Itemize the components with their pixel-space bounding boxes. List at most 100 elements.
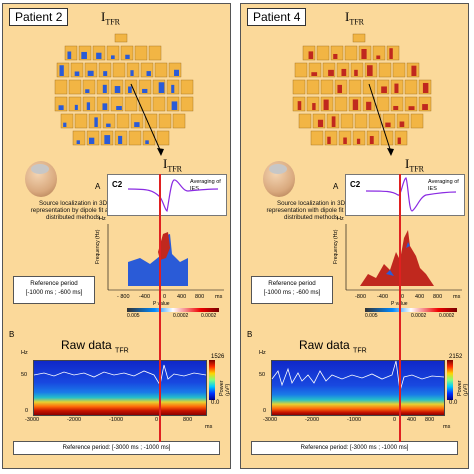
arrow xyxy=(368,83,394,156)
electrode-thumbnail xyxy=(60,113,74,129)
electrode-thumbnail xyxy=(148,45,162,61)
time-zero-line xyxy=(159,174,161,442)
electrode-thumbnail xyxy=(138,96,152,112)
electrode-thumbnail xyxy=(364,62,378,78)
electrode-thumbnail xyxy=(382,113,396,129)
electrode-thumbnail xyxy=(358,45,372,61)
electrode-thumbnail xyxy=(100,130,114,146)
pvalue-colorbar xyxy=(365,308,457,312)
brain-icon xyxy=(31,164,49,174)
electrode-thumbnail xyxy=(134,45,148,61)
electrode-thumbnail xyxy=(320,79,334,95)
electrode-thumbnail xyxy=(70,62,84,78)
electrode-thumbnail xyxy=(326,113,340,129)
raw-eeg-trace xyxy=(271,360,445,392)
electrode-thumbnail xyxy=(338,130,352,146)
electrode-thumbnail xyxy=(352,33,366,43)
electrode-thumbnail xyxy=(180,79,194,95)
electrode-thumbnail xyxy=(130,113,144,129)
electrode-thumbnail xyxy=(418,96,432,112)
hz-label: Hz xyxy=(99,216,106,222)
electrode-thumbnail xyxy=(376,79,390,95)
electrode-thumbnail xyxy=(82,79,96,95)
reference-period-bottom: Reference period: [-3000 ms ; -1000 ms] xyxy=(251,441,458,455)
raw-tick: 800 xyxy=(425,417,435,423)
electrode-thumbnail xyxy=(112,62,126,78)
frequency-axis-label: Frequency (Hz) xyxy=(95,229,101,264)
pvalue-tick: 0.0002 xyxy=(201,313,217,319)
averaging-label: Averaging of IES xyxy=(190,179,221,192)
colorbar-max: 1526 xyxy=(211,354,225,360)
patient2-panel: Patient 2 ITFR ITFR Source localization … xyxy=(2,3,231,469)
hz-label: Hz xyxy=(337,216,344,222)
colorbar-max: 2152 xyxy=(449,354,463,360)
tf-tick: -400 xyxy=(377,294,389,300)
raw-tick: -2000 xyxy=(305,417,320,423)
electrode-thumbnail xyxy=(298,113,312,129)
pvalue-tick: 0.0002 xyxy=(173,313,189,319)
power-colorbar xyxy=(447,360,453,400)
panel-a-label: A xyxy=(95,182,101,191)
electrode-thumbnail xyxy=(98,62,112,78)
power-axis-label: Power (µV²) xyxy=(457,380,469,396)
electrode-thumbnail xyxy=(166,96,180,112)
ies-waveform xyxy=(127,179,219,212)
tf-tick: 400 xyxy=(415,294,425,300)
electrode-thumbnail xyxy=(68,79,82,95)
pvalue-tick: 0.005 xyxy=(365,313,378,319)
raw-tick: 800 xyxy=(183,417,193,423)
electrode-thumbnail xyxy=(180,96,194,112)
electrode-thumbnail xyxy=(124,96,138,112)
electrode-thumbnail xyxy=(396,113,410,129)
electrode-thumbnail xyxy=(120,45,134,61)
channel-label: C2 xyxy=(350,180,361,189)
electrode-thumbnail xyxy=(352,130,366,146)
electrode-thumbnail xyxy=(54,79,68,95)
electrode-thumbnail xyxy=(310,130,324,146)
colorbar-min: 0.0 xyxy=(211,400,220,406)
arrow xyxy=(130,83,164,156)
electrode-thumbnail xyxy=(72,130,86,146)
electrode-thumbnail xyxy=(78,45,92,61)
raw-tick: 0 xyxy=(155,417,159,423)
electrode-thumbnail xyxy=(156,130,170,146)
ies-average-box: C2 Averaging of IES xyxy=(345,174,465,216)
electrode-thumbnail xyxy=(404,96,418,112)
electrode-thumbnail xyxy=(74,113,88,129)
panel-title: Patient 4 xyxy=(247,8,307,26)
electrode-thumbnail xyxy=(348,96,362,112)
raw-tick: -2000 xyxy=(67,417,82,423)
power-axis-label: Power (µV²) xyxy=(219,380,231,396)
itfr-label-2: ITFR xyxy=(163,156,183,174)
raw-ms-label: ms xyxy=(443,424,451,430)
electrode-grid xyxy=(54,33,194,146)
time-zero-line xyxy=(399,174,401,442)
spectrogram-hz-label: Hz xyxy=(259,350,266,356)
source-localization-text: Source localization in 3D representation… xyxy=(30,200,116,222)
electrode-thumbnail xyxy=(362,79,376,95)
reference-period-bottom: Reference period: [-3000 ms ; -1000 ms] xyxy=(13,441,220,455)
electrode-thumbnail xyxy=(158,113,172,129)
raw-tick: -3000 xyxy=(263,417,278,423)
tf-tick: 400 xyxy=(177,294,187,300)
itfr-label: ITFR xyxy=(101,9,121,27)
electrode-thumbnail xyxy=(82,96,96,112)
electrode-thumbnail xyxy=(96,96,110,112)
spectrogram-hz-tick: 50 xyxy=(21,372,28,378)
electrode-thumbnail xyxy=(302,45,316,61)
electrode-thumbnail xyxy=(126,62,140,78)
electrode-thumbnail xyxy=(294,62,308,78)
colorbar-min: 0.0 xyxy=(449,400,458,406)
electrode-thumbnail xyxy=(380,130,394,146)
electrode-thumbnail xyxy=(152,79,166,95)
electrode-thumbnail xyxy=(376,96,390,112)
electrode-thumbnail xyxy=(418,79,432,95)
pvalue-tick: 0.0002 xyxy=(439,313,455,319)
pvalue-tick: 0.0002 xyxy=(411,313,427,319)
electrode-thumbnail xyxy=(152,96,166,112)
pvalue-label: P value xyxy=(153,301,170,307)
reference-period-box: Reference period [-1000 ms ; -600 ms] xyxy=(13,276,95,304)
electrode-thumbnail xyxy=(154,62,168,78)
tf-ms-label: ms xyxy=(453,294,461,300)
